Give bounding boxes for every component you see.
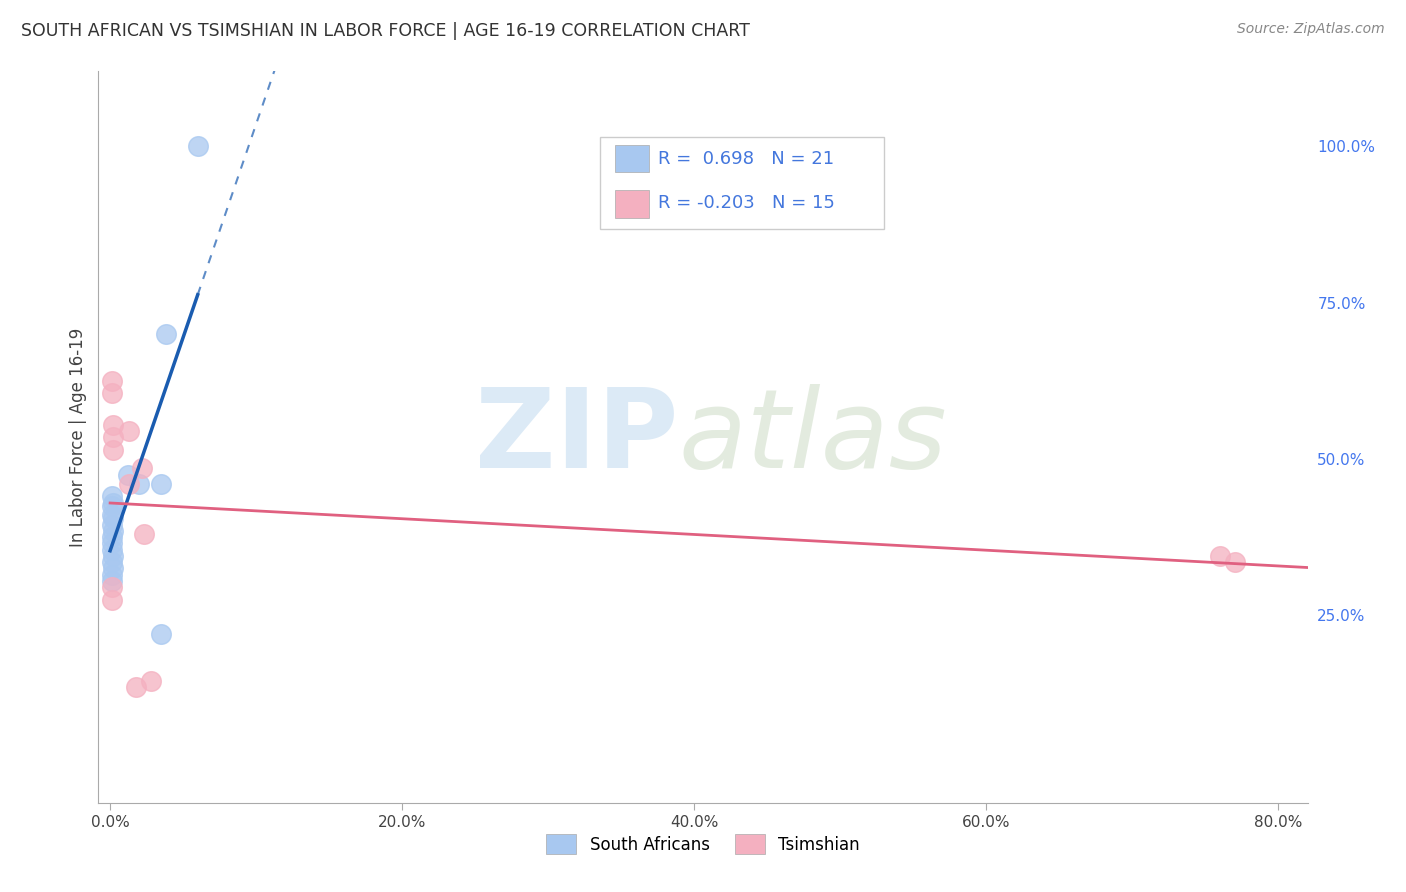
Point bbox=[100, 517, 122, 532]
Point bbox=[101, 574, 124, 588]
Point bbox=[117, 467, 139, 482]
Point bbox=[101, 417, 124, 432]
Point bbox=[100, 490, 122, 504]
Point bbox=[131, 461, 153, 475]
Text: R =  0.698   N = 21: R = 0.698 N = 21 bbox=[658, 150, 834, 168]
Point bbox=[100, 386, 122, 401]
Point bbox=[100, 555, 122, 569]
Point bbox=[125, 680, 148, 694]
Point bbox=[101, 561, 124, 575]
Text: Source: ZipAtlas.com: Source: ZipAtlas.com bbox=[1237, 22, 1385, 37]
Point bbox=[1223, 555, 1246, 569]
Point bbox=[155, 326, 177, 341]
Point bbox=[101, 549, 124, 563]
Text: SOUTH AFRICAN VS TSIMSHIAN IN LABOR FORCE | AGE 16-19 CORRELATION CHART: SOUTH AFRICAN VS TSIMSHIAN IN LABOR FORC… bbox=[21, 22, 749, 40]
Point bbox=[100, 499, 122, 513]
Text: R = -0.203   N = 15: R = -0.203 N = 15 bbox=[658, 194, 835, 212]
Point bbox=[150, 477, 173, 491]
Point bbox=[101, 536, 124, 550]
Point bbox=[118, 477, 141, 491]
Point bbox=[101, 430, 124, 444]
Point bbox=[100, 580, 122, 594]
Point bbox=[128, 477, 150, 491]
Point bbox=[100, 508, 122, 523]
Y-axis label: In Labor Force | Age 16-19: In Labor Force | Age 16-19 bbox=[69, 327, 87, 547]
Bar bbox=[614, 190, 648, 218]
Point bbox=[101, 496, 124, 510]
Text: ZIP: ZIP bbox=[475, 384, 679, 491]
Text: atlas: atlas bbox=[679, 384, 948, 491]
Point bbox=[100, 542, 122, 557]
Point bbox=[100, 530, 122, 544]
Point bbox=[118, 424, 141, 438]
Point bbox=[100, 592, 122, 607]
Bar bbox=[600, 137, 884, 228]
Point bbox=[100, 374, 122, 388]
Legend: South Africans, Tsimshian: South Africans, Tsimshian bbox=[540, 828, 866, 860]
Point bbox=[101, 524, 124, 538]
Bar bbox=[614, 145, 648, 172]
Point bbox=[100, 567, 122, 582]
Point bbox=[139, 673, 162, 688]
Point bbox=[101, 442, 124, 457]
Point bbox=[150, 627, 173, 641]
Point bbox=[1209, 549, 1232, 563]
Point bbox=[132, 527, 155, 541]
Point bbox=[187, 139, 209, 153]
Point bbox=[101, 511, 124, 525]
